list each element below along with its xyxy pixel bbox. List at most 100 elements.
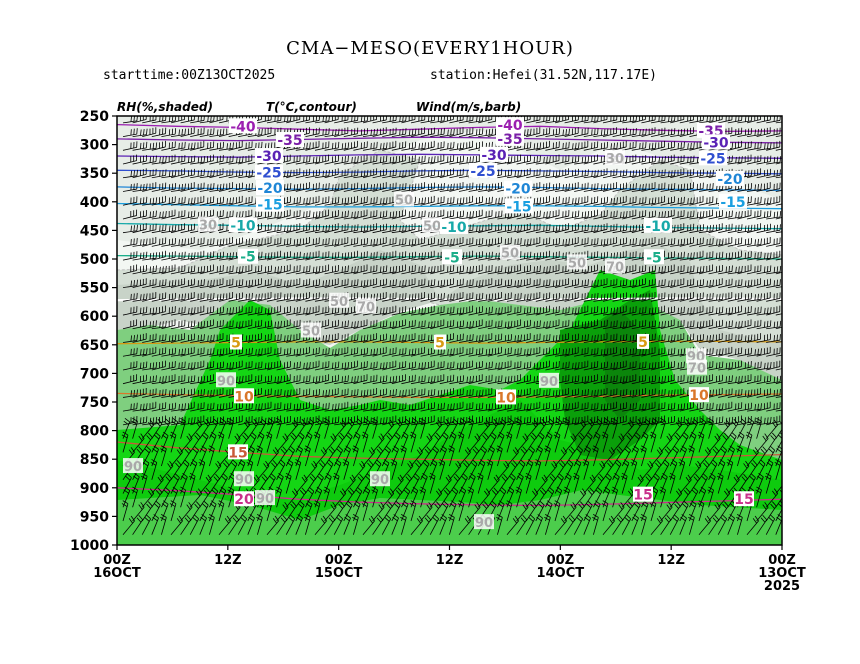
rh-contour-label: 30 xyxy=(199,219,217,234)
wind-barb xyxy=(257,346,272,357)
wind-barb xyxy=(209,487,219,508)
wind-barb xyxy=(132,416,148,426)
wind-barb xyxy=(430,169,446,179)
wind-barb xyxy=(382,237,397,247)
wind-barb xyxy=(458,195,474,206)
rh-contour-label: 50 xyxy=(501,247,519,262)
wind-barb xyxy=(409,431,417,453)
wind-barb xyxy=(467,486,474,508)
wind-barb xyxy=(785,142,799,150)
wind-barb xyxy=(141,514,152,535)
wind-barb xyxy=(276,502,289,522)
wind-barb xyxy=(132,128,148,137)
wind-barb xyxy=(458,402,474,412)
wind-barb xyxy=(478,183,494,192)
wind-barb xyxy=(170,473,180,494)
wind-barb xyxy=(391,402,407,412)
wind-barb xyxy=(276,389,292,398)
wind-barb xyxy=(266,515,279,535)
wind-barb xyxy=(420,375,436,385)
wind-barb xyxy=(285,501,297,522)
wind-barb xyxy=(409,500,417,522)
wind-barb xyxy=(334,265,349,275)
wind-barb xyxy=(132,502,145,522)
wind-barb xyxy=(458,460,470,481)
wind-barb xyxy=(218,401,234,412)
wind-barb xyxy=(400,445,407,467)
temperature-contour-line xyxy=(117,487,782,507)
wind-barb xyxy=(305,473,316,494)
wind-barbs xyxy=(121,116,799,535)
wind-barb xyxy=(180,333,195,343)
temperature-contour-label: 15 xyxy=(734,492,753,508)
wind-barb xyxy=(199,500,209,522)
wind-barb xyxy=(343,415,358,426)
wind-barb xyxy=(170,293,186,302)
wind-barb xyxy=(151,292,167,302)
wind-barb xyxy=(324,128,340,137)
wind-barb xyxy=(468,183,484,192)
wind-barb xyxy=(286,238,302,247)
wind-barb xyxy=(217,500,225,522)
wind-barb xyxy=(477,488,491,508)
wind-barb xyxy=(295,416,311,426)
wind-barb xyxy=(295,388,311,398)
wind-barb xyxy=(478,223,493,234)
wind-barb xyxy=(497,305,512,316)
wind-barb xyxy=(142,346,157,357)
rh-contour-label: 50 xyxy=(302,325,320,340)
temperature-contour-label: -30 xyxy=(703,135,729,151)
wind-barb xyxy=(487,291,502,302)
wind-barb xyxy=(180,265,196,275)
wind-barb xyxy=(286,319,301,330)
wind-barb xyxy=(343,279,359,288)
rh-contour-label: 90 xyxy=(124,460,142,475)
wind-barb xyxy=(343,334,359,343)
temperature-contour-label: -30 xyxy=(256,149,282,165)
wind-barb xyxy=(343,474,356,494)
wind-barb xyxy=(353,196,368,206)
wind-barb xyxy=(170,210,186,220)
wind-barb xyxy=(401,183,417,192)
wind-barb xyxy=(487,346,502,357)
wind-barb xyxy=(382,250,397,261)
wind-barb xyxy=(122,209,138,220)
wind-barb xyxy=(180,346,195,357)
wind-barb xyxy=(247,319,263,330)
wind-barb xyxy=(785,416,799,424)
wind-barb xyxy=(429,445,440,467)
wind-barb xyxy=(334,197,350,206)
wind-barb xyxy=(286,333,301,343)
wind-barb xyxy=(410,291,426,302)
rh-contour-label: 90 xyxy=(256,492,274,507)
wind-barb xyxy=(209,128,225,137)
wind-barb xyxy=(334,252,350,261)
wind-barb xyxy=(209,306,225,316)
wind-barb xyxy=(199,183,215,192)
wind-barb xyxy=(199,169,215,179)
wind-barb xyxy=(401,473,412,494)
wind-barb xyxy=(487,182,502,192)
rh-contour-label: 70 xyxy=(357,300,375,315)
wind-barb xyxy=(478,319,493,330)
wind-barb xyxy=(257,265,273,275)
wind-barb xyxy=(391,237,407,247)
wind-barb xyxy=(161,237,177,247)
wind-barb xyxy=(477,419,491,439)
temperature-contour-label: 10 xyxy=(689,388,709,404)
wind-barb xyxy=(391,418,403,439)
wind-barb xyxy=(142,142,158,151)
wind-barb xyxy=(324,196,340,206)
wind-barb xyxy=(391,306,407,316)
rh-contour-label: 90 xyxy=(217,374,235,389)
wind-barb xyxy=(285,514,296,535)
wind-barb xyxy=(410,155,426,165)
wind-barb xyxy=(257,460,270,481)
wind-barb xyxy=(430,319,445,330)
wind-barb xyxy=(410,307,426,316)
y-tick-label: 1000 xyxy=(70,538,109,554)
wind-barb xyxy=(334,346,349,357)
wind-barb xyxy=(410,388,426,398)
wind-barb xyxy=(334,127,349,137)
wind-barb xyxy=(305,250,320,261)
